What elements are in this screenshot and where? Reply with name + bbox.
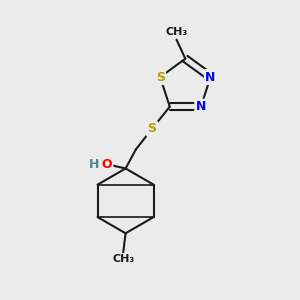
Text: CH₃: CH₃ xyxy=(112,254,134,264)
Text: N: N xyxy=(196,100,206,113)
Text: CH₃: CH₃ xyxy=(165,27,188,37)
Text: N: N xyxy=(205,70,216,83)
Text: H: H xyxy=(89,158,99,171)
Text: S: S xyxy=(148,122,157,135)
Text: O: O xyxy=(102,158,112,171)
Text: S: S xyxy=(156,70,165,83)
